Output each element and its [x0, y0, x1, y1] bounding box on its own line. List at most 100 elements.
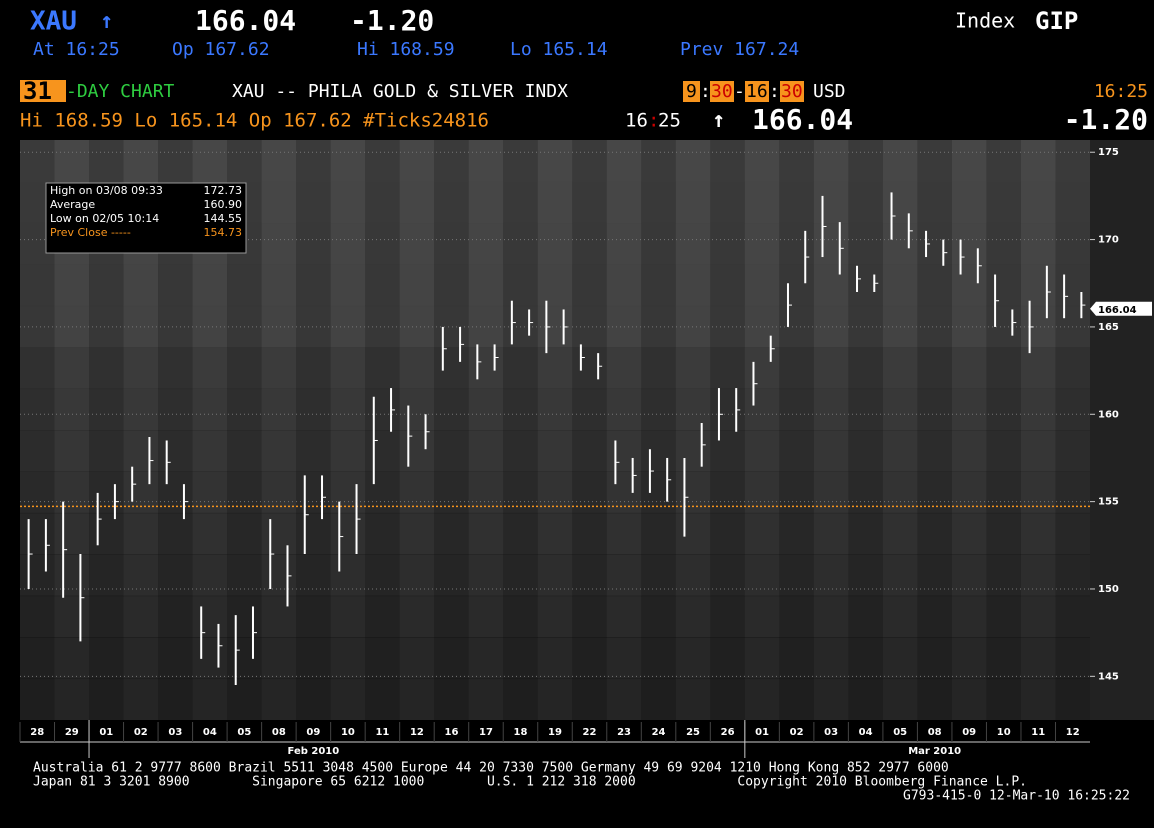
header-row2: At 16:25 Op 167.62 Hi 168.59 Lo 165.14 P… [33, 39, 799, 60]
x-axis-bg [20, 720, 1090, 758]
y-tick-label: 150 [1098, 584, 1119, 595]
y-tick-label: 160 [1098, 409, 1119, 420]
day-stripe [1020, 140, 1056, 720]
x-tick-label: 19 [548, 727, 562, 738]
time-box [710, 81, 734, 102]
x-tick-label: 05 [237, 727, 251, 738]
index-label: Index [955, 9, 1015, 33]
day-stripe [434, 140, 469, 720]
x-tick-label: 03 [168, 727, 182, 738]
shade-band [20, 595, 1090, 638]
y-tick-label: 165 [1098, 322, 1119, 333]
x-tick-label: 18 [514, 727, 528, 738]
legend-label: Prev Close ----- [50, 226, 131, 239]
time: 16:25 [1094, 81, 1148, 102]
shade-band [20, 637, 1090, 680]
chart-label: -DAY CHART [66, 81, 175, 102]
legend-label: High on 03/08 09:33 [50, 184, 163, 197]
day-stripe [813, 140, 849, 720]
legend-value: 144.55 [204, 212, 243, 225]
day-stripe [468, 140, 504, 720]
header-row3: 31 -DAY CHART XAU -- PHILA GOLD & SILVER… [20, 77, 1148, 105]
chart: 145 150 155 160 165 170 175 166.04 28 29 01 02 03 04 0… [19, 140, 1154, 758]
x-tick-label: 17 [479, 727, 493, 738]
x-tick-label: 28 [30, 727, 44, 738]
day-stripe [330, 140, 366, 720]
arrow: ↑ [100, 9, 113, 34]
lo: Lo 165.14 [510, 39, 608, 60]
t2m: 30 [781, 81, 803, 102]
day-stripe [261, 140, 297, 720]
x-tick-label: 09 [306, 727, 320, 738]
legend-box [45, 182, 247, 254]
day-stripe [296, 140, 331, 720]
day-stripe [917, 140, 952, 720]
x-tick-label: 08 [272, 727, 286, 738]
time-m: 25 [658, 110, 681, 132]
x-tick-label: 10 [997, 727, 1011, 738]
x-tick-label: 01 [99, 727, 113, 738]
dash: - [734, 81, 745, 102]
day-stripe [537, 140, 573, 720]
currency: USD [813, 81, 846, 102]
shade-band [20, 430, 1090, 472]
x-tick-label: 05 [893, 727, 907, 738]
shade-band [20, 554, 1090, 597]
legend-value: 172.73 [204, 184, 243, 197]
ticker: XAU [30, 7, 77, 37]
legend-label: Low on 02/05 10:14 [50, 212, 159, 225]
legend-value: 154.73 [204, 226, 243, 239]
legend: High on 03/08 09:33 172.73 Average 160.90 Lo… [45, 182, 247, 254]
x-tick-label: 23 [617, 727, 631, 738]
day-stripe [986, 140, 1021, 720]
legend-value: 160.90 [204, 198, 243, 211]
x-tick-label: 29 [65, 727, 79, 738]
x-tick-label: 04 [859, 727, 873, 738]
footer-line: Australia 61 2 9777 8600 Brazil 5511 304… [33, 761, 949, 776]
day-stripe [503, 140, 538, 720]
shade-band [20, 347, 1090, 390]
x-tick-label: 12 [410, 727, 424, 738]
stats: Hi 168.59 Lo 165.14 Op 167.62 #Ticks2481… [20, 110, 489, 132]
x-tick-label: 24 [652, 727, 666, 738]
day-stripe [572, 140, 607, 720]
footer-line: G793-415-0 12-Mar-10 16:25:22 [903, 789, 1130, 804]
x-tick-label: 10 [341, 727, 355, 738]
header: XAU ↑ 166.04 -1.20 Index GIP [30, 4, 1078, 37]
legend-label: Average [50, 198, 95, 211]
axis-bg [1090, 140, 1154, 720]
colon: : [648, 110, 659, 132]
shade-band [20, 512, 1090, 555]
x-tick-label: 09 [962, 727, 976, 738]
shade-band [20, 388, 1090, 431]
day-stripe [882, 140, 918, 720]
x-tick-label: 02 [134, 727, 148, 738]
day-stripe [606, 140, 642, 720]
day-stripe [744, 140, 780, 720]
x-tick-label: 11 [1031, 727, 1045, 738]
t1m: 30 [711, 81, 733, 102]
time-box [780, 81, 804, 102]
change: -1.20 [350, 4, 434, 37]
shade-band [20, 471, 1090, 514]
arrow: ↑ [712, 108, 725, 133]
month-label: Feb 2010 [288, 746, 340, 757]
x-tick-label: 02 [790, 727, 804, 738]
day-stripe [779, 140, 814, 720]
x-tick-label: 26 [721, 727, 735, 738]
index-code: GIP [1035, 7, 1078, 35]
shade-band [20, 678, 1090, 721]
shade-band [20, 264, 1090, 306]
x-tick-label: 01 [755, 727, 769, 738]
x-tick-label: 25 [686, 727, 700, 738]
change: -1.20 [1064, 103, 1148, 136]
price: 166.04 [752, 103, 853, 136]
y-tick-label: 155 [1098, 497, 1119, 508]
shade-band [20, 305, 1090, 348]
time-h: 16 [625, 110, 648, 132]
day-stripe [951, 140, 987, 720]
y-tick-label: 175 [1098, 147, 1119, 158]
day-stripe [641, 140, 676, 720]
day-stripe [675, 140, 711, 720]
